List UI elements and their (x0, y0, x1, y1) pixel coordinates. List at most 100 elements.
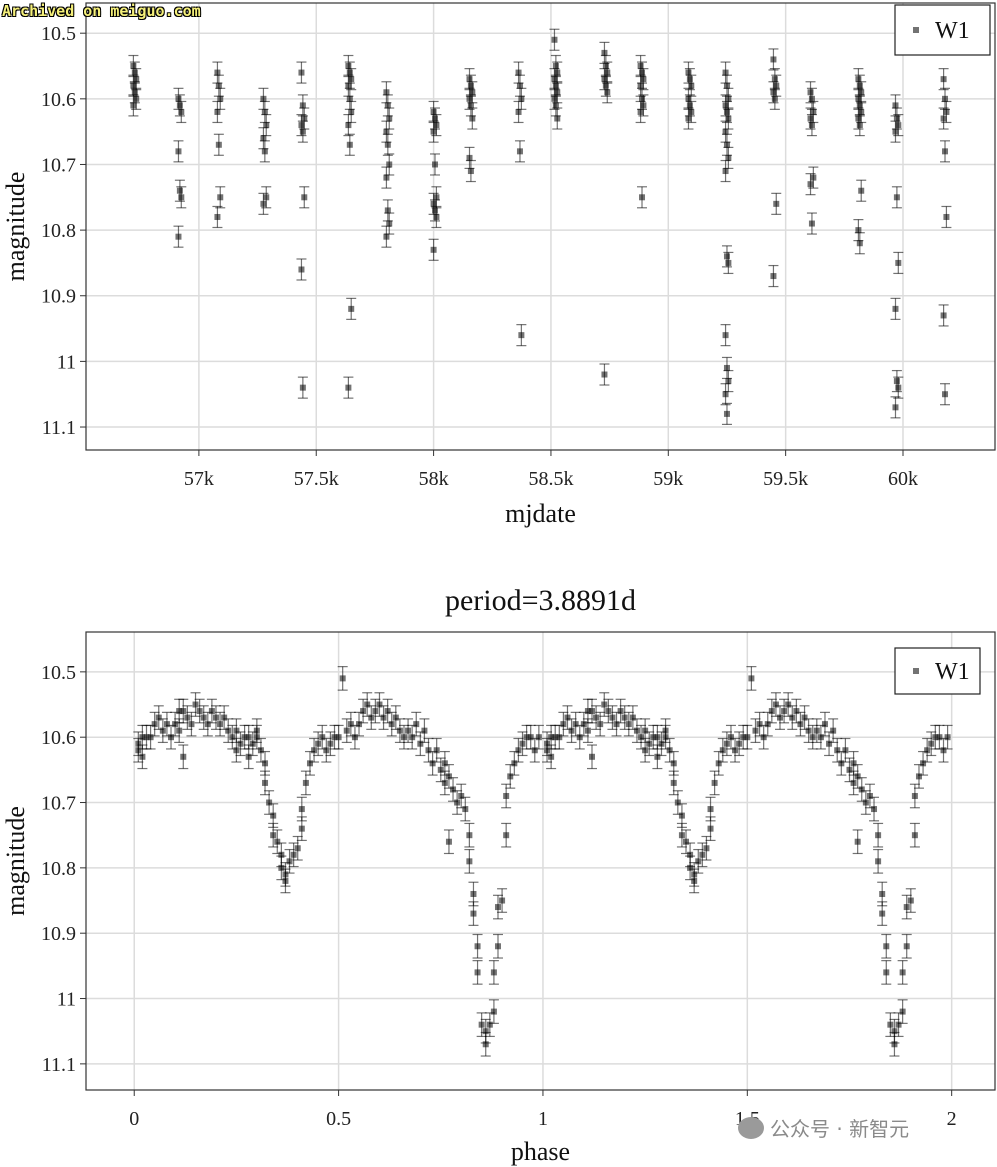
data-point (554, 115, 561, 122)
data-point (662, 727, 669, 734)
data-point (551, 36, 558, 43)
data-point (613, 721, 620, 728)
data-point (807, 115, 814, 122)
data-point (176, 708, 183, 715)
data-point (564, 714, 571, 721)
data-point (911, 792, 918, 799)
data-point (519, 740, 526, 747)
data-point (290, 851, 297, 858)
data-point (494, 904, 501, 911)
data-point (858, 786, 865, 793)
y-tick-label: 10.7 (41, 793, 76, 815)
data-point (685, 95, 692, 102)
data-point (400, 734, 407, 741)
data-point (217, 721, 224, 728)
data-point (891, 1028, 898, 1035)
data-point (299, 128, 306, 135)
plot-frame (85, 631, 996, 1091)
data-point (430, 108, 437, 115)
data-point (168, 734, 175, 741)
data-point (789, 714, 796, 721)
data-point (654, 753, 661, 760)
data-point (895, 1021, 902, 1028)
data-point (685, 115, 692, 122)
data-point (552, 63, 559, 70)
data-point (552, 734, 559, 741)
data-point (834, 747, 841, 754)
data-point (686, 102, 693, 109)
data-point (364, 701, 371, 708)
data-point (257, 747, 264, 754)
data-point (347, 721, 354, 728)
x-tick-label: 59k (653, 468, 683, 490)
data-point (725, 259, 732, 266)
data-point (760, 734, 767, 741)
x-tick-label: 0 (129, 1108, 139, 1130)
data-point (629, 714, 636, 721)
data-point (688, 82, 695, 89)
data-point (130, 82, 137, 89)
data-point (151, 721, 158, 728)
data-point (454, 799, 461, 806)
data-point (178, 194, 185, 201)
data-point (764, 721, 771, 728)
data-point (633, 727, 640, 734)
data-point (241, 734, 248, 741)
data-point (723, 740, 730, 747)
data-point (601, 49, 608, 56)
data-point (188, 721, 195, 728)
data-point (139, 753, 146, 760)
data-point (773, 82, 780, 89)
data-point (433, 213, 440, 220)
data-point (642, 727, 649, 734)
data-point (445, 773, 452, 780)
data-point (777, 714, 784, 721)
data-point (770, 89, 777, 96)
data-point (891, 1041, 898, 1048)
x-tick-label: 2 (947, 1108, 957, 1130)
data-point (346, 69, 353, 76)
data-point (604, 89, 611, 96)
data-point (817, 734, 824, 741)
data-point (348, 76, 355, 83)
data-point (674, 799, 681, 806)
data-point (176, 727, 183, 734)
data-point (315, 740, 322, 747)
data-point (184, 714, 191, 721)
data-point (266, 799, 273, 806)
data-point (392, 714, 399, 721)
data-point (155, 714, 162, 721)
data-point (924, 747, 931, 754)
data-point (527, 734, 534, 741)
x-tick-label: 0.5 (326, 1108, 351, 1130)
data-point (944, 734, 951, 741)
data-point (384, 207, 391, 214)
data-point (621, 714, 628, 721)
data-point (855, 227, 862, 234)
data-point (249, 740, 256, 747)
data-point (772, 701, 779, 708)
data-point (383, 89, 390, 96)
data-point (180, 753, 187, 760)
data-point (646, 740, 653, 747)
data-point (386, 115, 393, 122)
data-point (345, 82, 352, 89)
data-point (467, 82, 474, 89)
data-point (298, 122, 305, 129)
data-point (306, 760, 313, 767)
data-point (356, 721, 363, 728)
data-point (703, 845, 710, 852)
data-point (580, 721, 587, 728)
data-point (552, 82, 559, 89)
data-point (892, 128, 899, 135)
data-point (278, 864, 285, 871)
data-point (893, 378, 900, 385)
data-point (855, 115, 862, 122)
data-point (637, 82, 644, 89)
data-point (773, 200, 780, 207)
data-point (345, 122, 352, 129)
data-point (298, 266, 305, 273)
data-point (351, 734, 358, 741)
data-point (388, 721, 395, 728)
